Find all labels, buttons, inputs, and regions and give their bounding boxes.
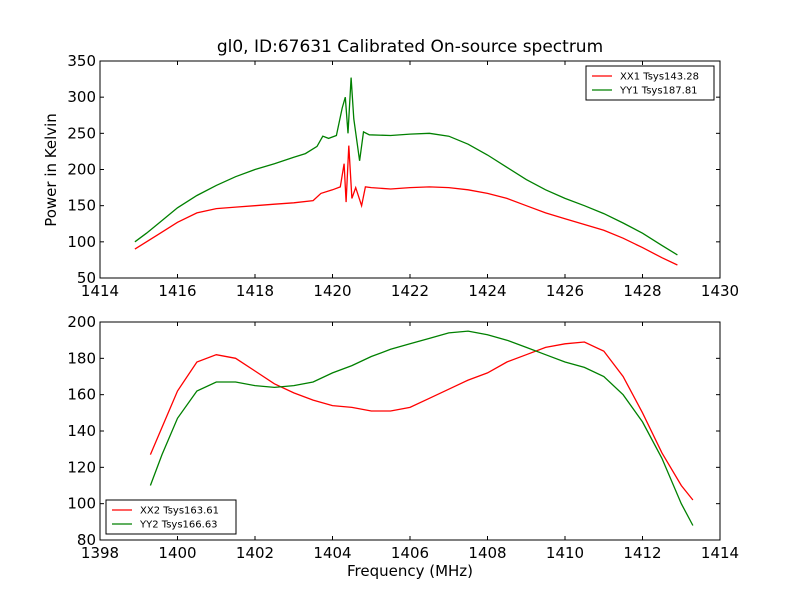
y-tick-label: 150 <box>67 197 96 215</box>
series-line-1 <box>149 341 694 501</box>
x-axis-label: Frequency (MHz) <box>347 562 473 580</box>
legend-box <box>585 65 715 101</box>
legend-entry: XX2 Tsys163.61 <box>140 506 219 517</box>
series-line-1 <box>134 145 678 266</box>
x-tick-label: 1418 <box>236 282 274 300</box>
x-tick-label: 1422 <box>391 282 429 300</box>
x-tick-label: 1426 <box>546 282 584 300</box>
y-tick-label: 200 <box>67 161 96 179</box>
x-tick-label: 1400 <box>158 544 196 562</box>
x-tick-label: 1408 <box>468 544 506 562</box>
y-tick-label: 180 <box>67 349 96 367</box>
x-tick-label: 1416 <box>158 282 196 300</box>
y-tick-label: 200 <box>67 313 96 331</box>
series-line-2 <box>149 330 694 526</box>
y-tick-label: 140 <box>67 422 96 440</box>
x-tick-label: 1404 <box>313 544 351 562</box>
x-tick-label: 1414 <box>81 282 119 300</box>
y-tick-label: 100 <box>67 233 96 251</box>
x-tick-label: 1414 <box>701 544 739 562</box>
y-tick-label: 250 <box>67 124 96 142</box>
x-tick-label: 1402 <box>236 544 274 562</box>
y-tick-label: 100 <box>67 495 96 513</box>
x-tick-label: 1428 <box>623 282 661 300</box>
x-tick-label: 1406 <box>391 544 429 562</box>
x-tick-label: 1398 <box>81 544 119 562</box>
legend-box <box>105 499 237 535</box>
y-tick-label: 350 <box>67 52 96 70</box>
y-tick-label: 160 <box>67 386 96 404</box>
bottom-plot: 1398 1400 1402 1404 1406 1408 1410 1412 1414 80 10… <box>67 313 739 562</box>
x-tick-label: 1430 <box>701 282 739 300</box>
y-tick-label: 300 <box>67 88 96 106</box>
legend-entry: XX1 Tsys143.28 <box>620 72 699 83</box>
legend: XX1 Tsys143.28 YY1 Tsys187.81 <box>585 65 715 101</box>
chart-title: gl0, ID:67631 Calibrated On-source spect… <box>217 37 603 57</box>
y-axis-label: Power in Kelvin <box>42 113 60 227</box>
x-tick-label: 1410 <box>546 544 584 562</box>
x-tick-label: 1412 <box>623 544 661 562</box>
x-tick-label: 1424 <box>468 282 506 300</box>
y-tick-label: 120 <box>67 458 96 476</box>
legend-entry: YY1 Tsys187.81 <box>619 86 698 97</box>
top-plot: 1414 1416 1418 1420 1422 1424 1426 1428 1430 50 10… <box>67 52 739 300</box>
legend: XX2 Tsys163.61 YY2 Tsys166.63 <box>105 499 237 535</box>
x-tick-label: 1420 <box>313 282 351 300</box>
y-tick-label: 80 <box>77 531 96 549</box>
legend-entry: YY2 Tsys166.63 <box>139 520 218 531</box>
y-tick-label: 50 <box>77 269 96 287</box>
series-line-2 <box>134 77 678 256</box>
